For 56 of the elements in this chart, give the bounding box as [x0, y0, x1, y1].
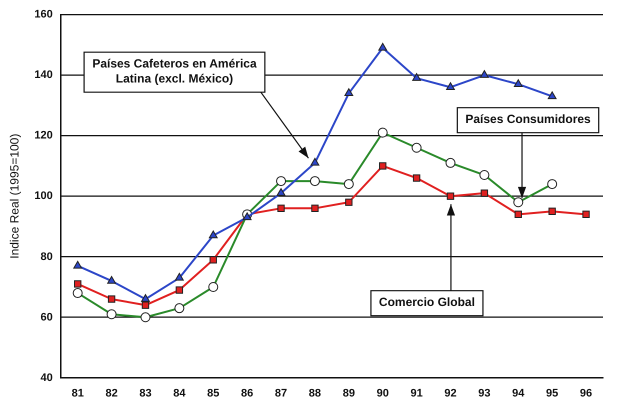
x-tick-label: 85 [207, 387, 220, 400]
x-tick-label: 94 [512, 387, 526, 400]
x-tick-label: 90 [376, 387, 389, 400]
point [412, 174, 420, 182]
point [174, 272, 184, 281]
y-tick-label: 160 [34, 8, 53, 21]
point [446, 192, 454, 200]
point [514, 79, 523, 87]
x-tick-label: 87 [274, 387, 288, 400]
point [108, 295, 116, 303]
x-tick-label: 92 [444, 387, 457, 400]
point [210, 256, 217, 264]
point [345, 198, 353, 206]
point [311, 204, 319, 212]
x-tick-label: 88 [308, 387, 322, 400]
point [176, 286, 184, 294]
y-tick-label: 120 [34, 130, 53, 142]
x-tick-label: 86 [241, 387, 254, 400]
x-tick-label: 91 [410, 387, 423, 400]
point [276, 188, 286, 196]
x-tick-label: 93 [478, 387, 491, 400]
y-tick-label: 60 [40, 311, 53, 324]
point [480, 70, 489, 78]
annotation: Comercio Global [378, 295, 475, 309]
x-tick-label: 84 [173, 387, 186, 400]
point [141, 294, 150, 302]
point [310, 158, 320, 166]
point [208, 230, 218, 238]
point [582, 210, 590, 218]
point [446, 82, 455, 90]
y-tick-label: 100 [34, 190, 53, 202]
x-tick-label: 82 [105, 387, 118, 400]
point [142, 301, 150, 309]
point [74, 280, 82, 288]
point [379, 162, 386, 170]
point [548, 208, 556, 216]
x-tick-label: 81 [72, 387, 84, 400]
point [344, 88, 354, 96]
x-tick-label: 83 [139, 387, 152, 400]
x-tick-label: 95 [546, 387, 558, 400]
y-tick-label: 40 [40, 372, 53, 384]
y-axis-title: Indice Real (1995=100) [8, 134, 22, 259]
x-tick-label: 96 [580, 387, 592, 400]
point [514, 210, 522, 218]
point [277, 204, 285, 212]
point [107, 276, 116, 284]
point [73, 260, 82, 269]
point [548, 91, 557, 100]
point [412, 73, 421, 81]
point [480, 189, 488, 197]
annotation: Países Cafeteros en América Latina (excl. México) [92, 56, 257, 86]
point [378, 42, 388, 51]
annotation: Países Consumidores [465, 112, 592, 126]
x-tick-label: 89 [342, 387, 355, 400]
y-tick-label: 140 [34, 69, 53, 82]
y-tick-label: 80 [40, 250, 53, 263]
